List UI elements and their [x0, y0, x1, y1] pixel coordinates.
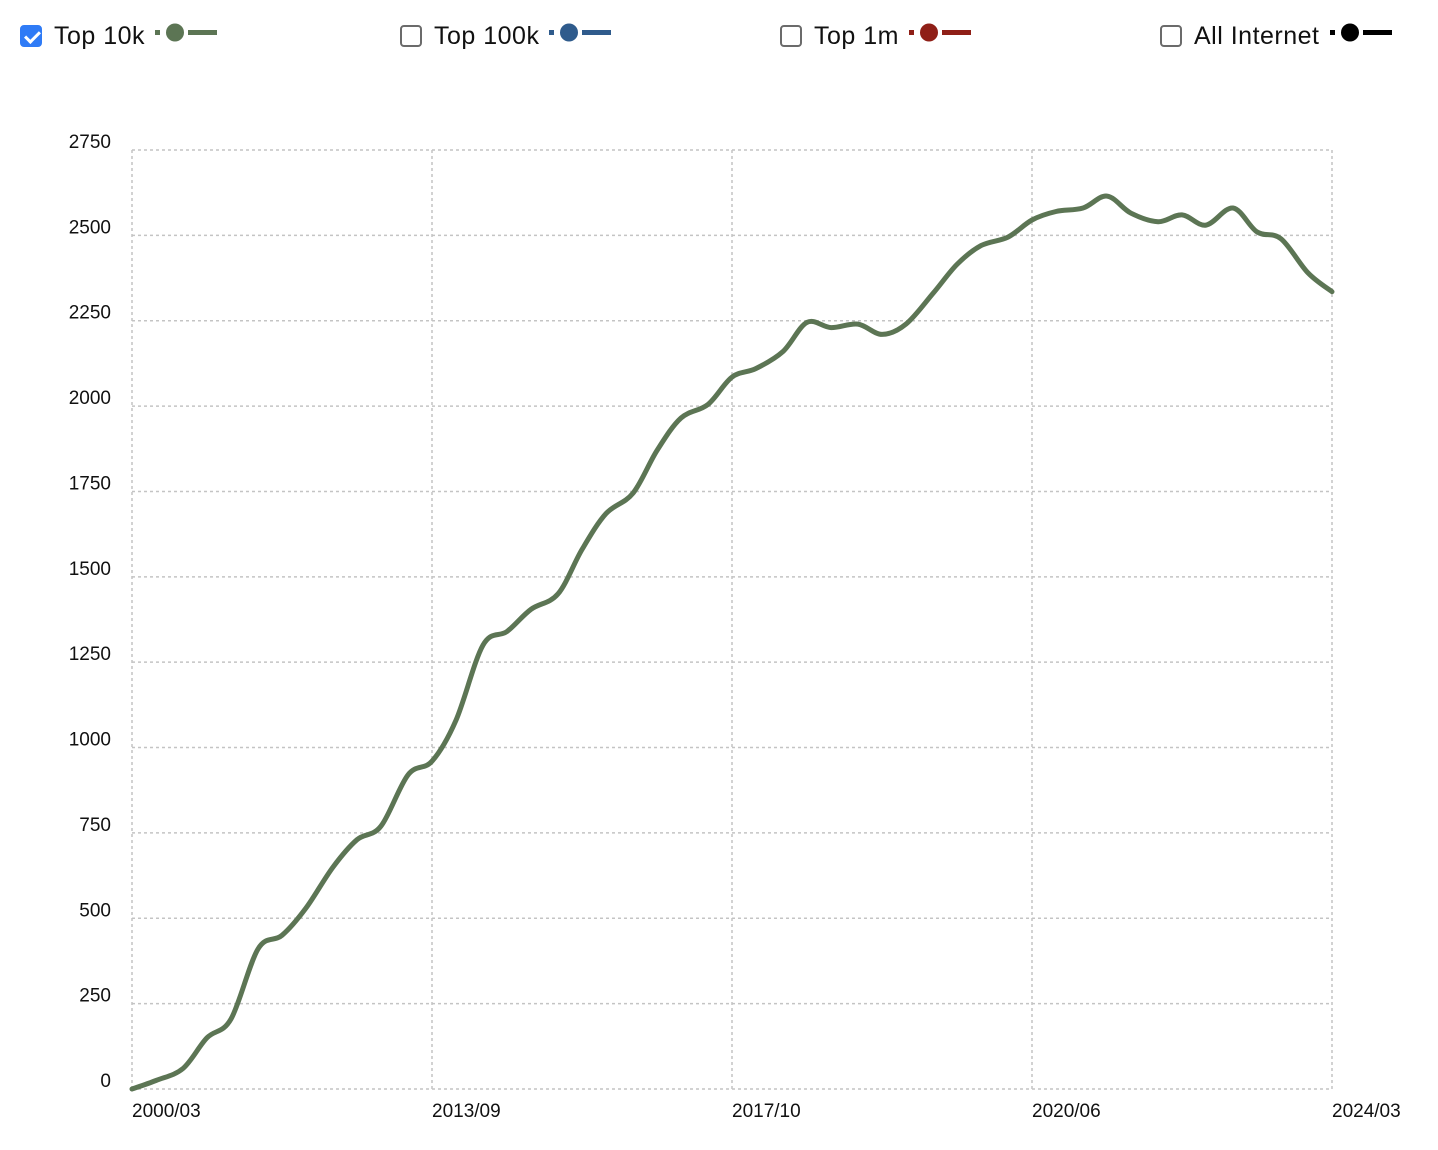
series-point — [1081, 206, 1085, 210]
series-point — [430, 759, 434, 763]
series-point — [1306, 271, 1310, 275]
y-tick-label: 2500 — [69, 217, 111, 238]
series-point — [505, 630, 509, 634]
x-tick-label: 2000/03 — [132, 1101, 201, 1122]
y-tick-label: 2250 — [69, 303, 111, 324]
series-point — [955, 262, 959, 266]
checkbox-all-internet[interactable] — [1160, 25, 1182, 47]
series-point — [1279, 237, 1283, 241]
chart-series — [129, 193, 1335, 1092]
series-point — [1231, 206, 1235, 210]
series-point — [406, 773, 410, 777]
series-point — [1156, 220, 1160, 224]
series-point — [1330, 290, 1334, 294]
legend-label-all-internet: All Internet — [1194, 21, 1320, 50]
legend-item-top-10k[interactable]: Top 10k — [20, 14, 218, 58]
legend-label-top-10k: Top 10k — [54, 21, 146, 50]
series-point — [856, 322, 860, 326]
series-point — [205, 1036, 209, 1040]
legend-swatch-top-1m-icon — [908, 23, 971, 42]
series-point — [1204, 223, 1208, 227]
series-point — [829, 326, 833, 330]
y-tick-label: 2750 — [69, 132, 111, 153]
series-point — [781, 350, 785, 354]
series-point — [1180, 213, 1184, 217]
series-point — [1255, 230, 1259, 234]
checkbox-top-1m[interactable] — [780, 25, 802, 47]
series-point — [454, 718, 458, 722]
series-point — [481, 643, 485, 647]
legend-item-top-100k[interactable]: Top 100k — [400, 14, 612, 58]
series-point — [706, 402, 710, 406]
x-tick-label: 2013/09 — [432, 1101, 501, 1122]
legend-label-top-1m: Top 1m — [814, 21, 899, 50]
series-point — [1030, 218, 1034, 222]
chart-grid — [131, 149, 1333, 1090]
series-point — [304, 906, 308, 910]
legend-label-top-100k: Top 100k — [434, 21, 540, 50]
y-tick-label: 1250 — [69, 644, 111, 665]
series-point — [280, 933, 284, 937]
series-point — [904, 322, 908, 326]
chart-legend: Top 10k Top 100k Top 1m All Internet — [0, 14, 1438, 58]
legend-swatch-top-10k-icon — [155, 23, 218, 42]
series-point — [580, 548, 584, 552]
series-point — [256, 947, 260, 951]
y-tick-label: 1000 — [69, 730, 111, 751]
series-point — [604, 512, 608, 516]
series-point — [181, 1067, 185, 1071]
series-point — [130, 1087, 134, 1091]
series-point — [229, 1017, 233, 1021]
checkbox-top-10k[interactable] — [20, 25, 42, 47]
series-point — [679, 416, 683, 420]
series-point — [1006, 235, 1010, 239]
y-tick-label: 1750 — [69, 473, 111, 494]
series-point — [556, 592, 560, 596]
series-point — [154, 1079, 158, 1083]
series-point — [880, 332, 884, 336]
x-tick-label: 2024/03 — [1332, 1101, 1401, 1122]
series-point — [379, 824, 383, 828]
y-tick-label: 0 — [100, 1071, 111, 1092]
series-point — [655, 449, 659, 453]
legend-swatch-top-100k-icon — [549, 23, 612, 42]
y-tick-label: 2000 — [69, 388, 111, 409]
y-tick-label: 1500 — [69, 559, 111, 580]
y-tick-label: 750 — [79, 815, 111, 836]
x-tick-label: 2020/06 — [1032, 1101, 1101, 1122]
legend-item-top-1m[interactable]: Top 1m — [780, 14, 971, 58]
series-point — [355, 838, 359, 842]
y-tick-label: 250 — [79, 986, 111, 1007]
legend-item-all-internet[interactable]: All Internet — [1160, 14, 1392, 58]
series-point — [1054, 210, 1058, 214]
x-axis-ticks: 2000/03 2013/09 2017/10 2020/06 2024/03 — [132, 1101, 1401, 1122]
series-point — [730, 375, 734, 379]
legend-swatch-all-internet-icon — [1329, 23, 1392, 42]
series-point — [979, 244, 983, 248]
series-line-0 — [129, 193, 1335, 1092]
checkbox-top-100k[interactable] — [400, 25, 422, 47]
series-point — [1129, 211, 1133, 215]
x-tick-label: 2017/10 — [732, 1101, 801, 1122]
y-tick-label: 500 — [79, 900, 111, 921]
series-point — [529, 607, 533, 611]
series-point — [805, 320, 809, 324]
series-point — [631, 491, 635, 495]
series-point — [1105, 194, 1109, 198]
series-point — [931, 291, 935, 295]
series-point — [331, 865, 335, 869]
series-point — [754, 367, 758, 371]
y-axis-ticks: 0 250 500 750 1000 1250 1500 1750 2000 2250 2500 27… — [69, 132, 111, 1092]
